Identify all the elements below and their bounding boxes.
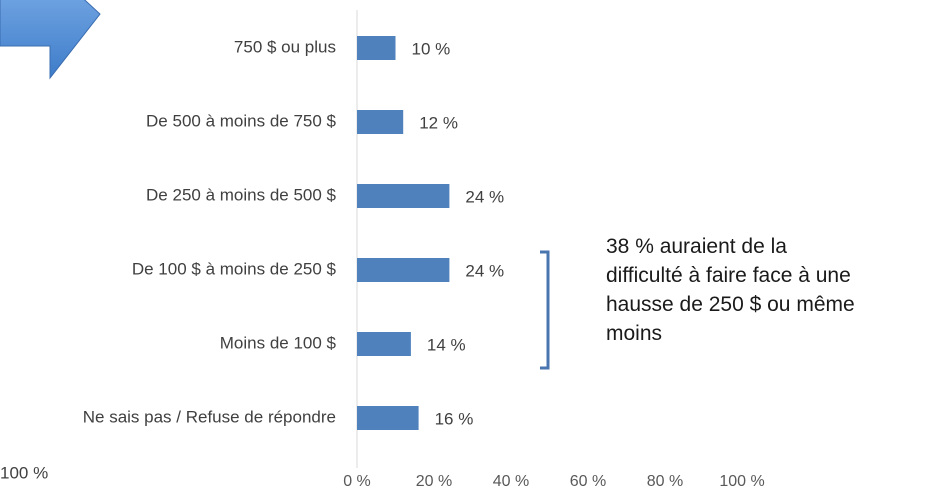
- annotation-line: moins: [606, 322, 662, 345]
- bar: [357, 36, 396, 60]
- bar: [357, 406, 419, 430]
- x-tick-label: 0 %: [343, 473, 371, 490]
- x-tick-label: 40 %: [493, 473, 529, 490]
- annotation-line: hausse de 250 $ ou même: [606, 293, 855, 316]
- category-label: Ne sais pas / Refuse de répondre: [83, 407, 336, 426]
- category-label: De 100 $ à moins de 250 $: [132, 259, 337, 278]
- value-label: 12 %: [419, 113, 458, 132]
- bar: [357, 110, 404, 134]
- bar: [357, 258, 450, 282]
- stray-label: 100 %: [0, 463, 48, 482]
- x-tick-label: 100 %: [719, 473, 764, 490]
- value-label: 24 %: [465, 187, 504, 206]
- value-label: 10 %: [412, 39, 451, 58]
- value-label: 14 %: [427, 335, 466, 354]
- category-label: 750 $ ou plus: [234, 37, 336, 56]
- annotation-line: 38 % auraient de la: [606, 235, 787, 258]
- arrow-icon: [0, 0, 101, 80]
- category-label: Moins de 100 $: [220, 333, 337, 352]
- x-tick-label: 20 %: [416, 473, 452, 490]
- bracket: [540, 250, 550, 370]
- x-tick-label: 80 %: [647, 473, 683, 490]
- category-label: De 500 à moins de 750 $: [146, 111, 337, 130]
- category-label: De 250 à moins de 500 $: [146, 185, 337, 204]
- bar: [357, 184, 450, 208]
- x-tick-label: 60 %: [570, 473, 606, 490]
- value-label: 24 %: [465, 261, 504, 280]
- value-label: 16 %: [435, 409, 474, 428]
- bar: [357, 332, 411, 356]
- annotation-line: difficulté à faire face à une: [606, 264, 851, 287]
